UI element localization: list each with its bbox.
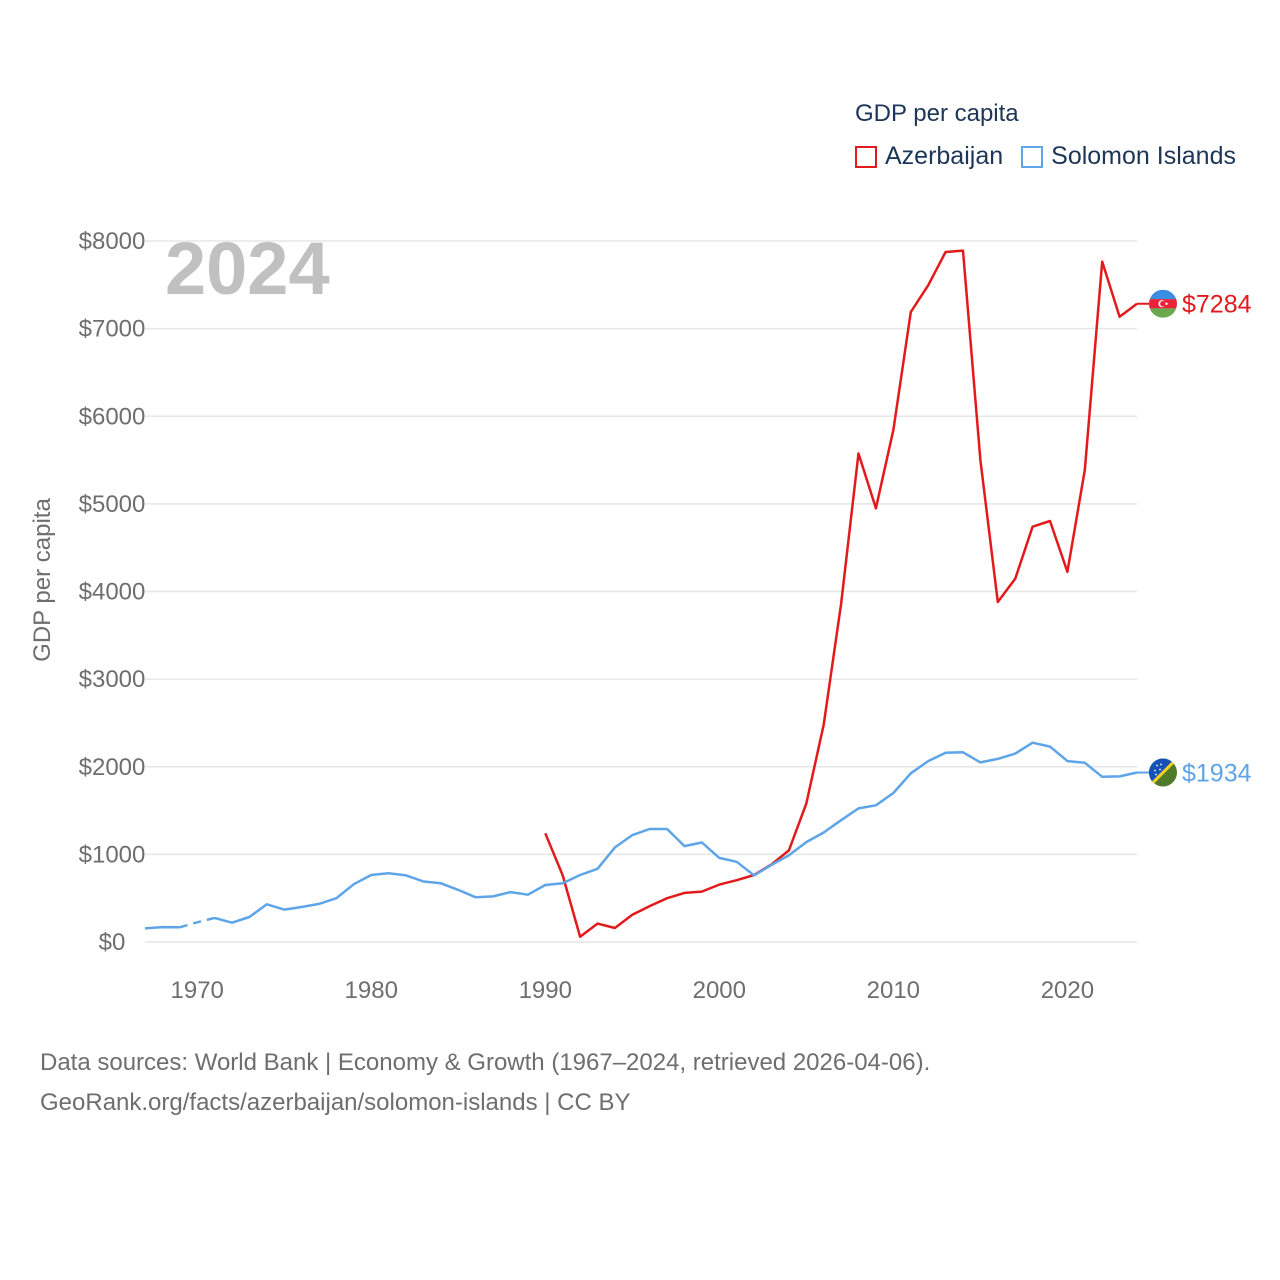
x-tick-label: 1970 [171,977,224,1004]
y-tick-label: $4000 [79,579,146,606]
x-tick-label: 2020 [1041,977,1094,1004]
legend-swatch-azerbaijan [855,145,877,168]
end-labels: $7284 $1934 [1137,289,1252,788]
series-line-solomon-islands [144,925,180,930]
y-tick-label: $1000 [79,841,146,868]
y-tick-label: $7000 [79,316,146,343]
y-tick-label: $5000 [79,491,146,518]
x-axis: 1970 1980 1990 2000 2010 2020 [171,977,1095,1004]
legend-swatch-solomon-islands [1021,145,1044,168]
y-tick-label: $2000 [79,754,146,781]
solomon-islands-flag-icon [1149,758,1177,787]
legend-label-solomon-islands: Solomon Islands [1051,142,1236,170]
legend-title: GDP per capita [855,100,1019,127]
y-tick-label: $8000 [79,228,146,255]
y-tick-label: $6000 [79,403,146,430]
y-axis-label: GDP per capita [29,498,56,662]
y-tick-label: $0 [99,929,126,956]
footer: Data sources: World Bank | Economy & Gro… [40,1043,930,1123]
year-watermark: 2024 [165,227,330,310]
legend: Azerbaijan Solomon Islands [855,142,1254,171]
grid [145,240,1137,943]
legend-item-azerbaijan[interactable]: Azerbaijan [855,142,1003,171]
x-tick-label: 2000 [693,977,746,1004]
legend-item-solomon-islands[interactable]: Solomon Islands [1021,142,1236,171]
x-tick-label: 1990 [519,977,572,1004]
legend-label-azerbaijan: Azerbaijan [885,142,1004,170]
x-tick-label: 2010 [867,977,920,1004]
y-axis: $0 $1000 $2000 $3000 $4000 $5000 $6000 $7000 $80… [79,228,146,956]
series-layer [144,249,1138,938]
series-line-solomon-islands [179,916,215,929]
series-line-solomon-islands [214,741,1138,924]
y-tick-label: $3000 [79,666,146,693]
series-line-azerbaijan [544,249,1138,938]
azerbaijan-flag-icon [1149,289,1177,318]
footer-link[interactable]: GeoRank.org/facts/azerbaijan/solomon-isl… [40,1089,631,1116]
footer-sources: Data sources: World Bank | Economy & Gro… [40,1049,931,1076]
end-value-label-solomon-islands: $1934 [1182,760,1252,788]
end-value-label-azerbaijan: $7284 [1182,291,1252,319]
x-tick-label: 1980 [345,977,398,1004]
